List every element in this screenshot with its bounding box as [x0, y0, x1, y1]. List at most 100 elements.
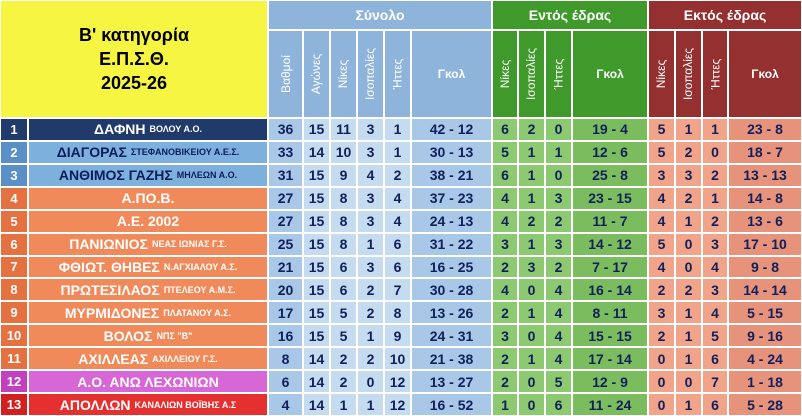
cell-text: ΔΙΑΓΟΡΑΣ — [56, 144, 127, 161]
stat: 1 — [545, 140, 572, 164]
cell-text: 1 — [393, 144, 402, 161]
stat: 3 — [702, 278, 728, 302]
cell-text: 31 — [457, 327, 474, 344]
goals: 23 - 15 — [572, 186, 648, 210]
cell-text: Γκολ — [751, 67, 779, 81]
separator: - — [445, 213, 458, 230]
cell-text: 3 — [366, 121, 375, 138]
stat: 6 — [702, 347, 728, 371]
rank: 13 — [0, 393, 28, 416]
cell-text: 1 — [501, 396, 509, 413]
team-town: ΝΕΑΣ ΙΩΝΙΑΣ Γ.Σ. — [151, 239, 227, 250]
cell-text: 22 — [457, 236, 474, 253]
cell-text: 3 — [501, 327, 509, 344]
cell-text: 8 — [620, 167, 628, 184]
cell-text: 24 — [429, 327, 446, 344]
goals: 8 - 11 — [572, 301, 648, 325]
cell-text: 4 — [747, 350, 755, 367]
cell-text: 21 — [457, 167, 474, 184]
cell-text: 8 — [771, 258, 780, 275]
cell-text: 1 — [684, 213, 693, 230]
cell-text: 4 — [393, 190, 402, 207]
cell-text: 12 — [6, 374, 22, 390]
stat: 2 — [648, 324, 675, 348]
team: ΑΠΟΛΛΩΝ ΚΑΝΑΛΙΩΝ ΒΟΪΒΗΣ Α.Σ — [28, 393, 268, 416]
stat: 0 — [357, 370, 384, 394]
cell-text: 20 — [277, 281, 294, 298]
cell-text: 1 — [10, 121, 18, 137]
cell-text: 6 — [501, 167, 509, 184]
team-town: ΒΟΛΟΥ Α.Ο. — [149, 124, 202, 135]
cell-text: 24 — [429, 213, 446, 230]
stat: 2 — [357, 347, 384, 371]
separator: - — [445, 373, 458, 390]
cell-text: 1 — [711, 190, 719, 207]
cell-text: 16 — [277, 327, 294, 344]
goals: 14 - 8 — [728, 186, 802, 210]
cell-text: 27 — [277, 213, 294, 230]
separator: - — [754, 327, 768, 344]
stat: 2 — [492, 255, 518, 279]
cell-text: 1 — [527, 236, 536, 253]
cell-text: ΜΥΡΜΙΔΟΝΕΣ — [64, 304, 160, 321]
cell-text: 17 — [743, 236, 759, 253]
cell-text: 15 — [308, 190, 325, 207]
cell-text: Α.Ο. ΑΝΩ ΛΕΧΩΝΙΩΝ — [77, 373, 219, 390]
cell-text: 52 — [457, 396, 474, 413]
cell-text: 5 — [711, 327, 719, 344]
stat: 1 — [518, 301, 545, 325]
cell-text: 18 — [747, 144, 763, 161]
stat: 0 — [675, 232, 702, 256]
stat: 8 — [384, 301, 411, 325]
team: ΔΙΑΓΟΡΑΣ ΣΤΕΦΑΝΟΒΙΚΕΙΟΥ Α.Ε.Σ. — [28, 140, 268, 164]
stat: 3 — [492, 232, 518, 256]
cell-text: Γκολ — [596, 67, 624, 81]
separator: - — [754, 396, 768, 413]
stat: 3 — [357, 140, 384, 164]
stat: 1 — [675, 393, 702, 416]
cell-text: 2 — [10, 144, 18, 160]
cell-text: 33 — [277, 144, 294, 161]
cell-text: 8 — [10, 282, 18, 298]
cell-text: 17 — [588, 350, 604, 367]
cell-text: 5 — [501, 144, 509, 161]
goals: 15 - 15 — [572, 324, 648, 348]
stat: 1 — [518, 186, 545, 210]
stat: 2 — [492, 347, 518, 371]
cell-text: 0 — [684, 236, 693, 253]
separator: - — [758, 258, 772, 275]
cell-text: ΠΑΝΙΩΝΙΟΣ — [69, 236, 148, 253]
stat: 3 — [357, 209, 384, 233]
separator: - — [758, 281, 772, 298]
cell-text: 5 — [747, 304, 755, 321]
cell-text: 15 — [308, 304, 325, 321]
cell-text: 16 — [429, 396, 446, 413]
stat: 0 — [675, 370, 702, 394]
stat: 1 — [357, 324, 384, 348]
stat: 4 — [545, 324, 572, 348]
cell-text: 9 — [747, 327, 755, 344]
goals: 37 - 23 — [411, 186, 492, 210]
cell-text: Ισοπαλίες — [363, 47, 378, 101]
title: 2025-26 — [100, 73, 168, 93]
cell-text: 12 — [592, 144, 608, 161]
rank: 10 — [0, 324, 28, 348]
cell-text: 17 — [277, 304, 294, 321]
cell-text: 11 — [7, 351, 21, 367]
cell-text: 17 — [612, 258, 628, 275]
stat: 4 — [384, 186, 411, 210]
cell-text: 4 — [554, 327, 563, 344]
separator: - — [445, 121, 458, 138]
cell-text: 14 — [308, 144, 325, 161]
cell-text: 10 — [335, 144, 352, 161]
stat: 27 — [268, 186, 303, 210]
team-town: ΠΛΑΤΑΝΟΥ Α.Σ. — [163, 307, 232, 318]
cell-text: 11 — [588, 396, 604, 413]
cell-text: ΒΟΛΟΣ — [103, 327, 153, 344]
separator: - — [603, 396, 616, 413]
stat: 4 — [357, 163, 384, 187]
cell-text: 8 — [339, 190, 348, 207]
separator: - — [754, 350, 768, 367]
stat: 1 — [675, 118, 702, 141]
